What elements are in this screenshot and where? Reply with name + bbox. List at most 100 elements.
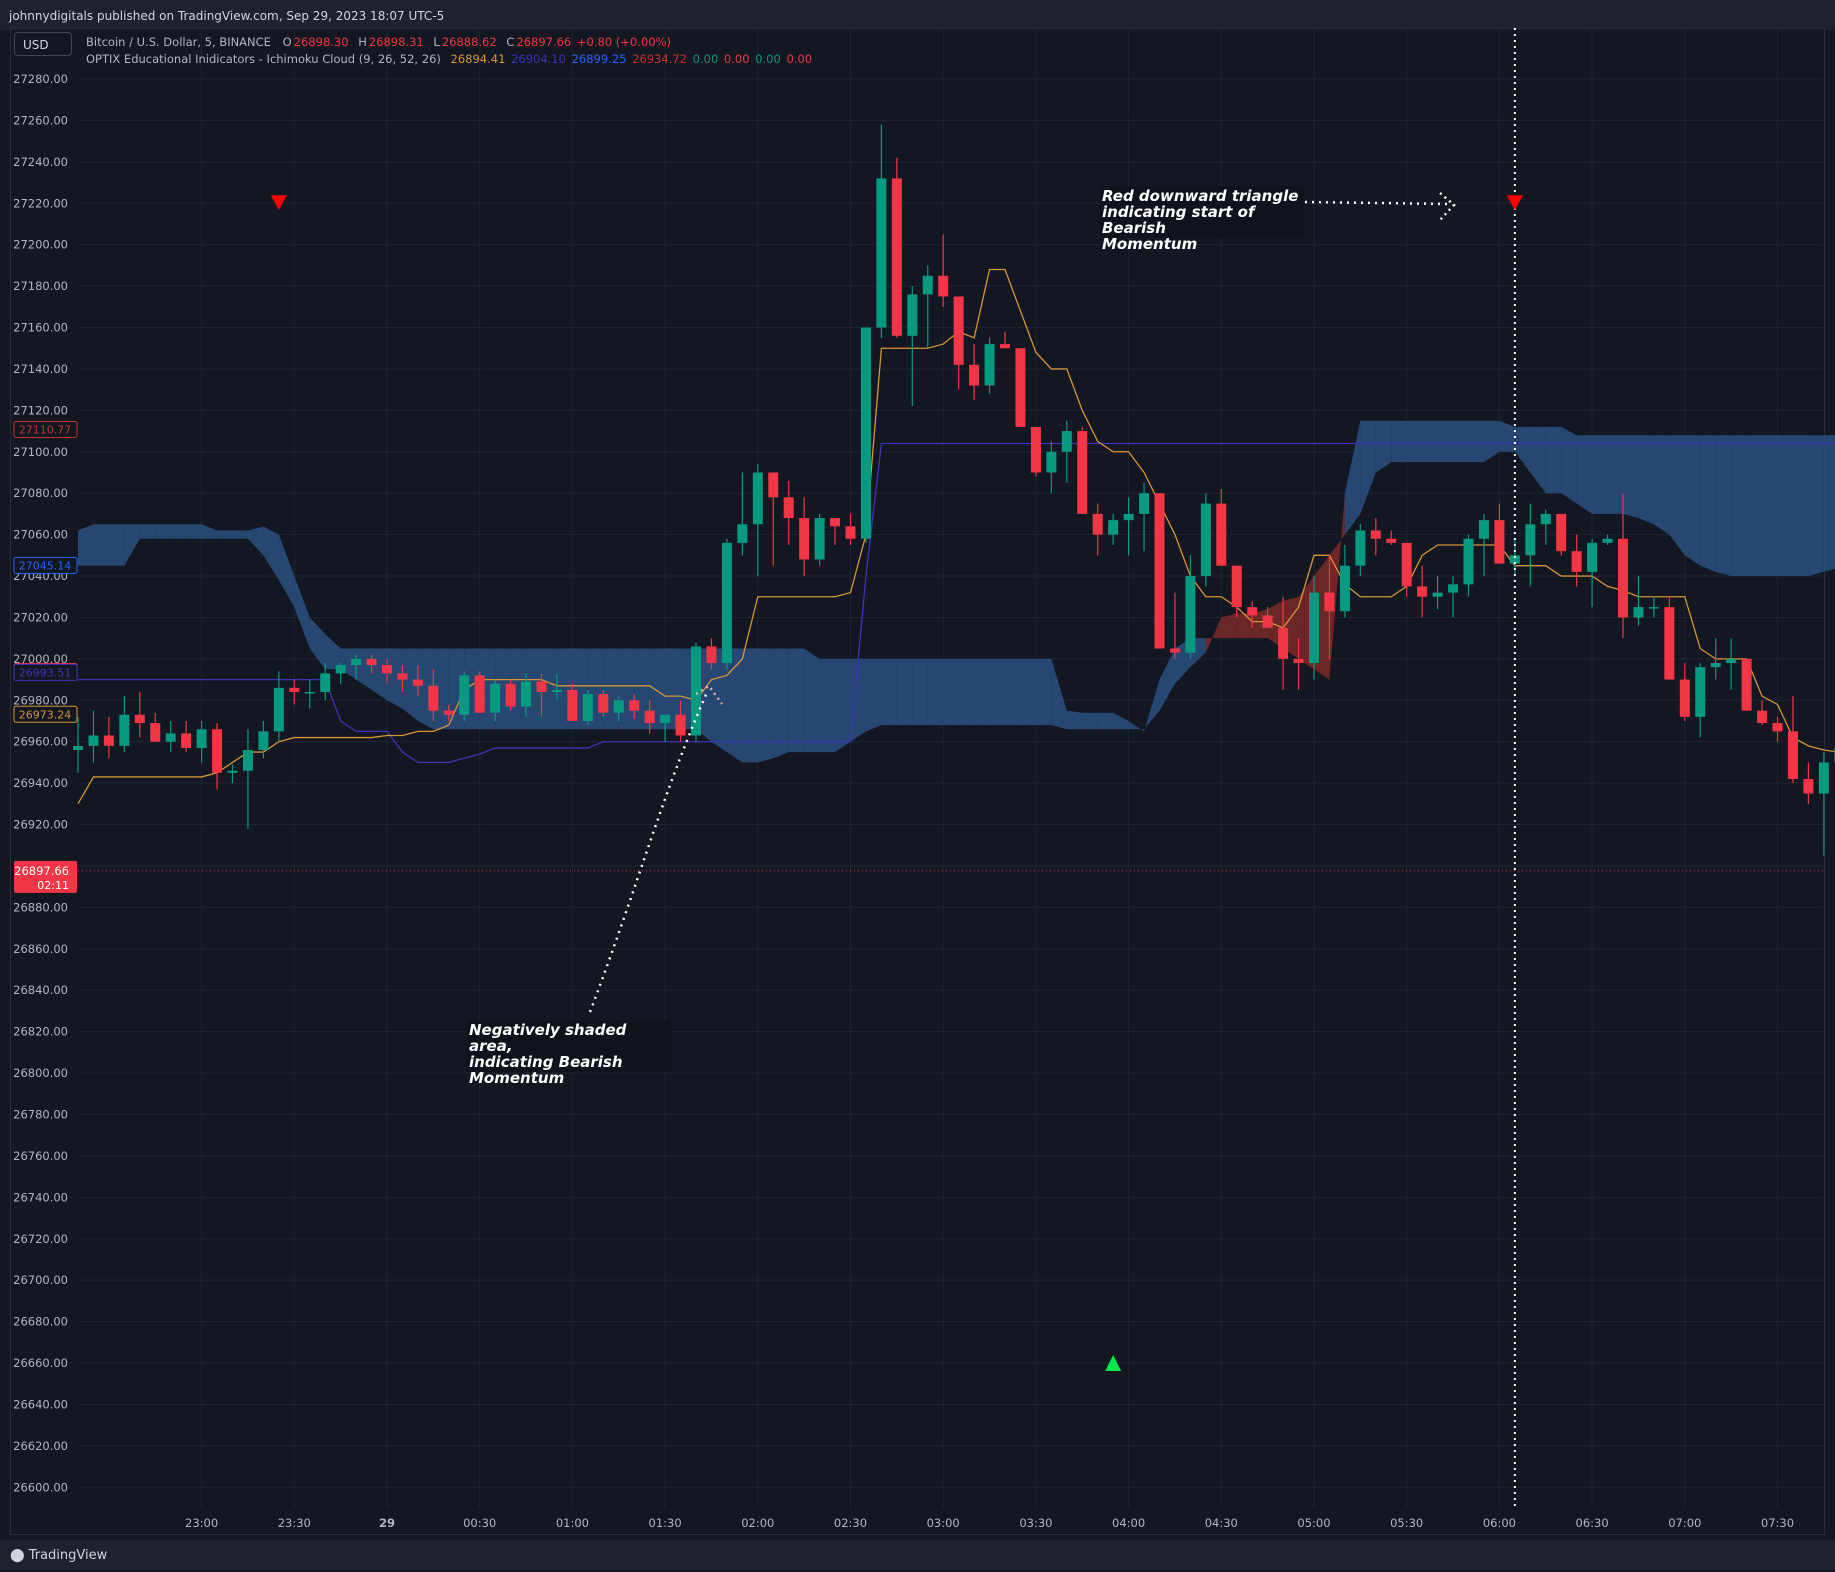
candle-bullish — [521, 681, 532, 707]
indicator-value-span-a: 26899.25 — [571, 52, 627, 66]
price-tick-label: 26960.00 — [13, 735, 68, 749]
price-tick-label: 27180.00 — [13, 279, 68, 293]
candle-bearish — [1417, 586, 1428, 597]
price-tag-label: 26973.24 — [19, 708, 72, 721]
bullish-cloud-segment — [804, 648, 820, 753]
candle-bullish — [1432, 592, 1443, 597]
price-tick-label: 26660.00 — [13, 1356, 68, 1370]
bullish-cloud-segment — [541, 648, 557, 730]
currency-button[interactable]: USD — [14, 32, 72, 56]
bullish-cloud-segment — [402, 648, 418, 722]
bullish-cloud-segment — [881, 658, 897, 726]
triangle-annotation: Red downward triangle indicating start o… — [1100, 186, 1304, 252]
price-tag-box — [13, 556, 78, 574]
time-tick-label: 06:30 — [1576, 1516, 1609, 1530]
candle-bearish — [1494, 520, 1505, 564]
bullish-cloud-segment — [1607, 435, 1623, 514]
bullish-cloud-segment — [665, 648, 681, 730]
bullish-cloud-segment — [1360, 420, 1376, 514]
candle-bearish — [1278, 627, 1289, 659]
bearish-triangle-icon — [1506, 195, 1523, 211]
low-label: L — [433, 35, 440, 49]
bullish-cloud-segment — [835, 658, 851, 753]
bullish-cloud-segment — [989, 658, 1005, 726]
triangle-arrow — [1304, 200, 1451, 206]
bullish-cloud-segment — [510, 648, 527, 730]
time-tick-label: 02:30 — [834, 1516, 867, 1530]
bearish-triangle-icon — [270, 195, 287, 211]
bullish-cloud-segment — [1082, 712, 1098, 730]
candle-bullish — [165, 733, 176, 742]
bullish-cloud-segment — [1777, 435, 1793, 577]
time-tick-label: 07:30 — [1761, 1516, 1794, 1530]
candle-bullish — [613, 700, 624, 713]
candle-bearish — [953, 296, 964, 365]
candle-bullish — [1818, 762, 1829, 794]
candle-bullish — [459, 675, 470, 715]
bullish-cloud-segment — [912, 658, 928, 726]
candle-bullish — [1200, 503, 1211, 577]
candle-bearish — [1556, 513, 1567, 552]
candle-bearish — [768, 472, 779, 498]
bullish-cloud-segment — [278, 534, 295, 608]
triangle-annotation-line-2: indicating start of Bearish — [1102, 203, 1255, 237]
time-tick-label: 02:00 — [741, 1516, 774, 1530]
bullish-cloud-segment — [1762, 435, 1778, 577]
bullish-cloud-segment — [155, 524, 171, 539]
price-tick-label: 27100.00 — [13, 445, 68, 459]
candle-bearish — [969, 364, 980, 386]
high-label: H — [358, 35, 367, 49]
bullish-cloud-segment — [1391, 420, 1407, 463]
candle-bearish — [1000, 344, 1010, 349]
bullish-cloud-segment — [1638, 435, 1654, 525]
candle-bullish — [1046, 451, 1057, 473]
candle-bearish — [428, 685, 439, 711]
bullish-cloud-segment — [1514, 426, 1531, 473]
bullish-cloud-segment — [387, 648, 403, 709]
bearish-cloud-segment — [1236, 613, 1253, 639]
candle-bullish — [335, 665, 346, 674]
triangle-annotation-line-1: Red downward triangle — [1102, 187, 1299, 205]
bullish-cloud-segment — [1066, 710, 1083, 730]
bullish-cloud-segment — [170, 524, 187, 539]
candle-bullish — [1309, 592, 1319, 664]
publisher-header: johnnydigitals published on TradingView.… — [0, 0, 1835, 30]
price-tag-label: 26993.51 — [19, 666, 72, 679]
price-tick-label: 26840.00 — [13, 983, 68, 997]
bullish-cloud-segment — [1113, 712, 1129, 730]
price-tick-label: 27200.00 — [13, 238, 68, 252]
candle-bearish — [598, 694, 609, 713]
bullish-cloud-segment — [1684, 435, 1701, 566]
bullish-cloud-segment — [1592, 435, 1608, 514]
candle-bearish — [1803, 778, 1814, 794]
candle-bearish — [474, 675, 485, 713]
chart-overlay — [78, 28, 1823, 1508]
close-label: C — [506, 35, 515, 49]
candle-bearish — [150, 723, 161, 742]
candle-bullish — [922, 275, 933, 295]
bullish-cloud-segment — [1653, 435, 1670, 535]
brand-label[interactable]: TradingView — [28, 1548, 108, 1563]
candle-bullish — [1633, 607, 1644, 618]
bullish-cloud-segment — [1051, 658, 1067, 730]
candle-bearish — [412, 679, 423, 686]
bullish-cloud-segment — [1499, 420, 1515, 452]
candle-bullish — [351, 658, 362, 666]
candle-bearish — [1231, 565, 1242, 608]
bullish-cloud-segment — [1545, 426, 1562, 494]
candle-bearish — [397, 673, 408, 680]
bullish-cloud-segment — [108, 524, 125, 566]
candle-bearish — [289, 687, 300, 693]
kijun-line — [78, 442, 1835, 764]
bullish-cloud-segment — [1731, 435, 1747, 577]
candle-bullish — [907, 294, 918, 336]
candle-bearish — [1324, 592, 1335, 612]
bullish-cloud-segment — [1530, 426, 1546, 494]
candle-bullish — [1525, 524, 1536, 556]
candle-bearish — [891, 178, 902, 336]
candle-bearish — [1741, 658, 1752, 711]
candle-bullish — [1123, 513, 1134, 521]
candle-bullish — [490, 683, 501, 713]
bullish-cloud-segment — [1035, 658, 1052, 726]
